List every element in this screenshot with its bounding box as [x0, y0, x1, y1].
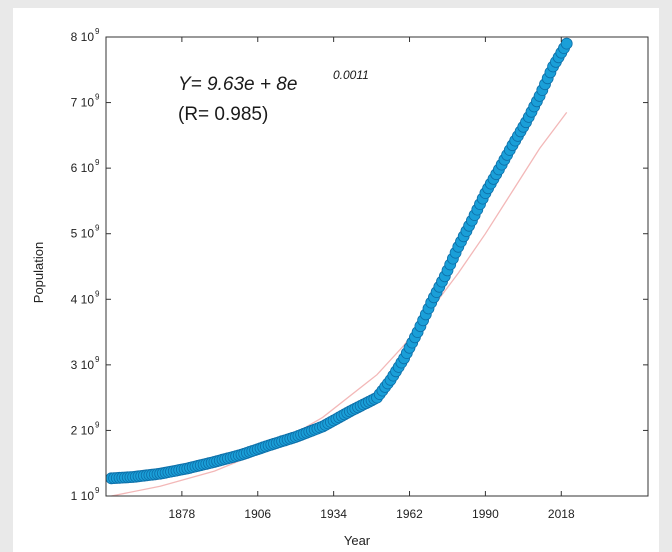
y-axis-label: Population: [31, 242, 46, 303]
y-tick-exponent: 9: [95, 355, 100, 364]
equation-exponent: 0.0011: [333, 68, 369, 82]
plot-frame: [105, 36, 649, 497]
y-tick-exponent: 9: [95, 158, 100, 167]
fit-curve-line: [111, 112, 568, 497]
y-tick-exponent: 9: [95, 289, 100, 298]
y-tick-label: 3 10: [71, 358, 95, 372]
y-tick-label: 4 10: [71, 292, 95, 306]
y-tick-exponent: 9: [95, 420, 100, 429]
chart-figure: 1878 1906 1934 1962 1990 2018 1 10 9 2 10 9 3 10 9 4…: [13, 8, 659, 552]
y-tick-exponent: 9: [95, 27, 100, 36]
y-tick-label: 5 10: [71, 227, 95, 241]
y-tick-exponent: 9: [95, 224, 100, 233]
x-tick-label: 1934: [320, 507, 347, 521]
x-axis-label: Year: [344, 533, 371, 548]
y-tick-label: 6 10: [71, 161, 95, 175]
y-tick-label: 1 10: [71, 489, 95, 503]
x-tick-label: 2018: [548, 507, 575, 521]
data-point: [560, 37, 573, 50]
equation-annotation: Y= 9.63e + 8e: [178, 74, 297, 95]
x-tick-label: 1962: [396, 507, 423, 521]
y-tick-exponent: 9: [95, 486, 100, 495]
x-tick-label: 1906: [244, 507, 271, 521]
y-tick-label: 7 10: [71, 96, 95, 110]
y-tick-label: 8 10: [71, 30, 95, 44]
y-tick-exponent: 9: [95, 93, 100, 102]
r-value-annotation: (R= 0.985): [178, 104, 268, 125]
y-tick-label: 2 10: [71, 423, 95, 437]
x-tick-label: 1990: [472, 507, 499, 521]
x-tick-label: 1878: [169, 507, 196, 521]
